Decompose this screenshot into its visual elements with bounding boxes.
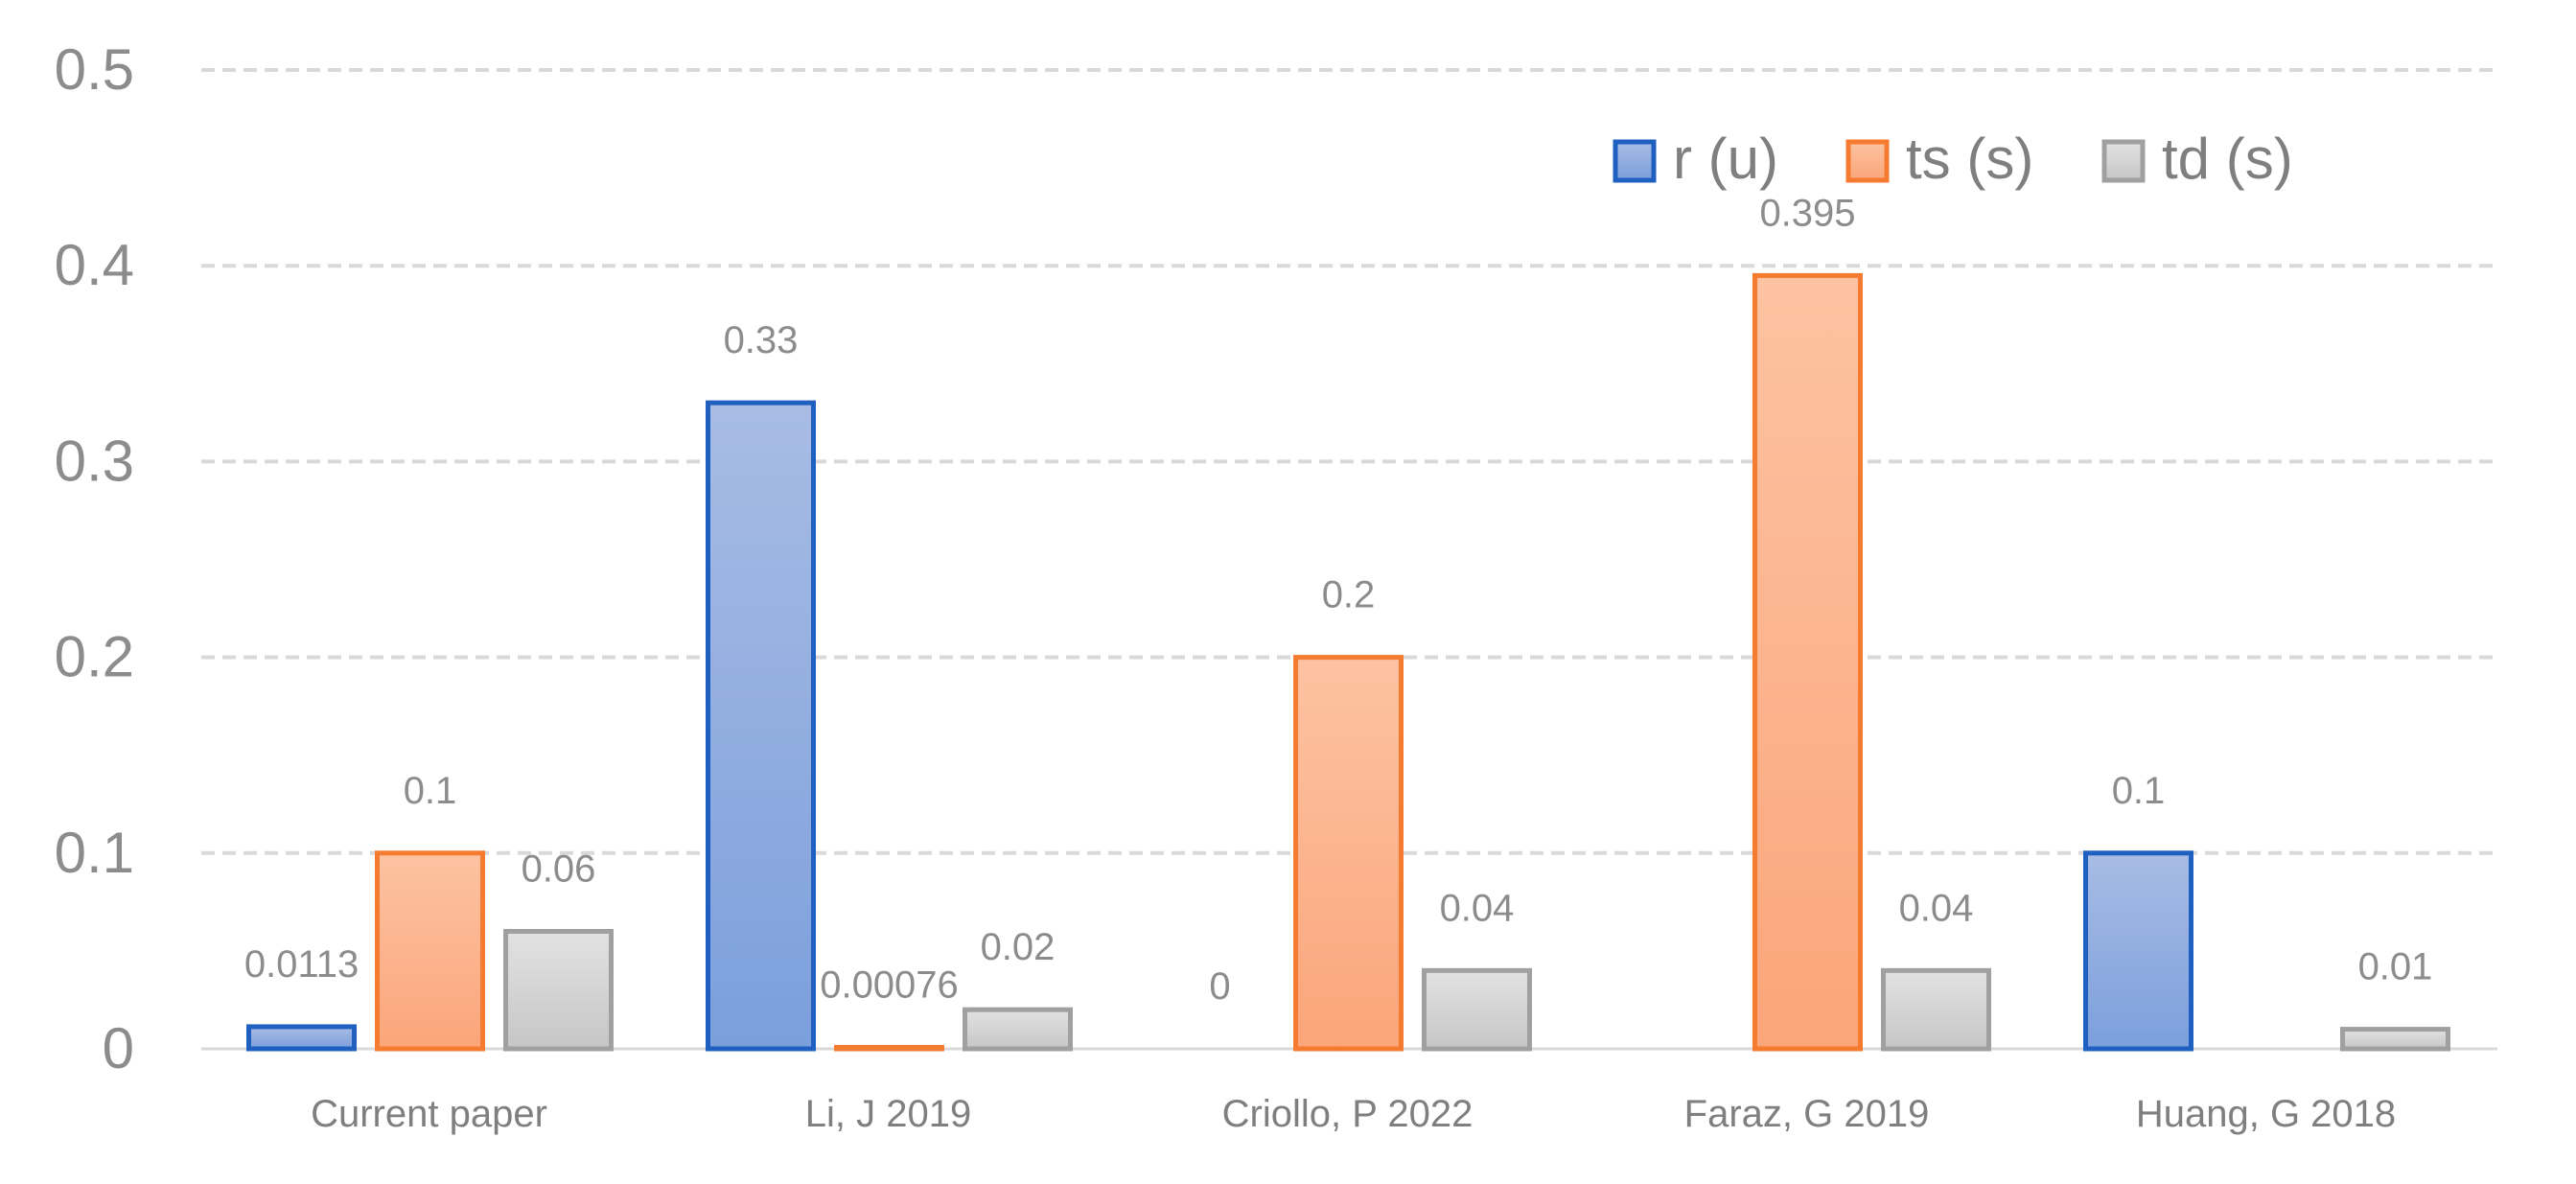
legend-label: td (s) [2162, 127, 2293, 191]
data-label: 0.1 [404, 770, 457, 812]
legend: r (u) ts (s) td (s) [1613, 127, 2293, 191]
data-label: 0.02 [981, 926, 1056, 968]
legend-label: r (u) [1673, 127, 1778, 191]
x-axis-ticks: Current paper Li, J 2019 Criollo, P 2022 Fa… [311, 1093, 2396, 1135]
bar-r-u [706, 400, 816, 1052]
legend-item: td (s) [2101, 127, 2293, 191]
data-label: 0 [1209, 965, 1230, 1008]
bar-td-s [963, 1007, 1073, 1052]
bar-td-s [2340, 1027, 2450, 1052]
bar-r-u [2083, 850, 2193, 1052]
x-tick-label: Li, J 2019 [805, 1093, 971, 1135]
legend-item: ts (s) [1845, 127, 2033, 191]
bars [246, 272, 2450, 1052]
bar-r-u [246, 1024, 357, 1052]
bar-ts-s [1752, 272, 1863, 1052]
data-label: 0.06 [522, 847, 596, 890]
data-labels: 0.0113 0.1 0.06 0.33 0.00076 0.02 0 0.2 0.04 0.39… [244, 192, 2433, 1008]
y-tick-label: 0.2 [55, 625, 134, 689]
y-tick-label: 0.3 [55, 429, 134, 493]
x-tick-label: Faraz, G 2019 [1684, 1093, 1930, 1135]
bar-ts-s [834, 1044, 944, 1052]
data-label: 0.2 [1322, 574, 1376, 616]
data-label: 0.1 [2112, 770, 2166, 812]
data-label: 0.00076 [820, 963, 959, 1006]
legend-swatch [1613, 139, 1657, 183]
y-tick-label: 0.5 [55, 37, 134, 102]
bar-ts-s [1293, 655, 1404, 1052]
bar-td-s [1422, 967, 1532, 1052]
legend-swatch [1845, 139, 1890, 183]
x-tick-label: Criollo, P 2022 [1222, 1093, 1474, 1135]
data-label: 0.33 [724, 319, 799, 361]
x-tick-label: Current paper [311, 1093, 547, 1135]
data-label: 0.01 [2358, 946, 2433, 988]
y-tick-label: 0.1 [55, 821, 134, 885]
legend-swatch [2101, 139, 2146, 183]
y-axis-ticks: 0 0.1 0.2 0.3 0.4 0.5 [55, 37, 134, 1080]
data-label: 0.04 [1899, 887, 1974, 929]
y-tick-label: 0.4 [55, 233, 134, 297]
x-tick-label: Huang, G 2018 [2136, 1093, 2396, 1135]
data-label: 0.395 [1759, 192, 1855, 234]
legend-item: r (u) [1613, 127, 1778, 191]
y-tick-label: 0 [103, 1016, 134, 1080]
bar-td-s [503, 928, 614, 1052]
legend-label: ts (s) [1906, 127, 2033, 191]
data-label: 0.0113 [244, 943, 359, 986]
bar-ts-s [375, 850, 485, 1052]
data-label: 0.04 [1440, 887, 1515, 929]
bar-td-s [1881, 967, 1991, 1052]
